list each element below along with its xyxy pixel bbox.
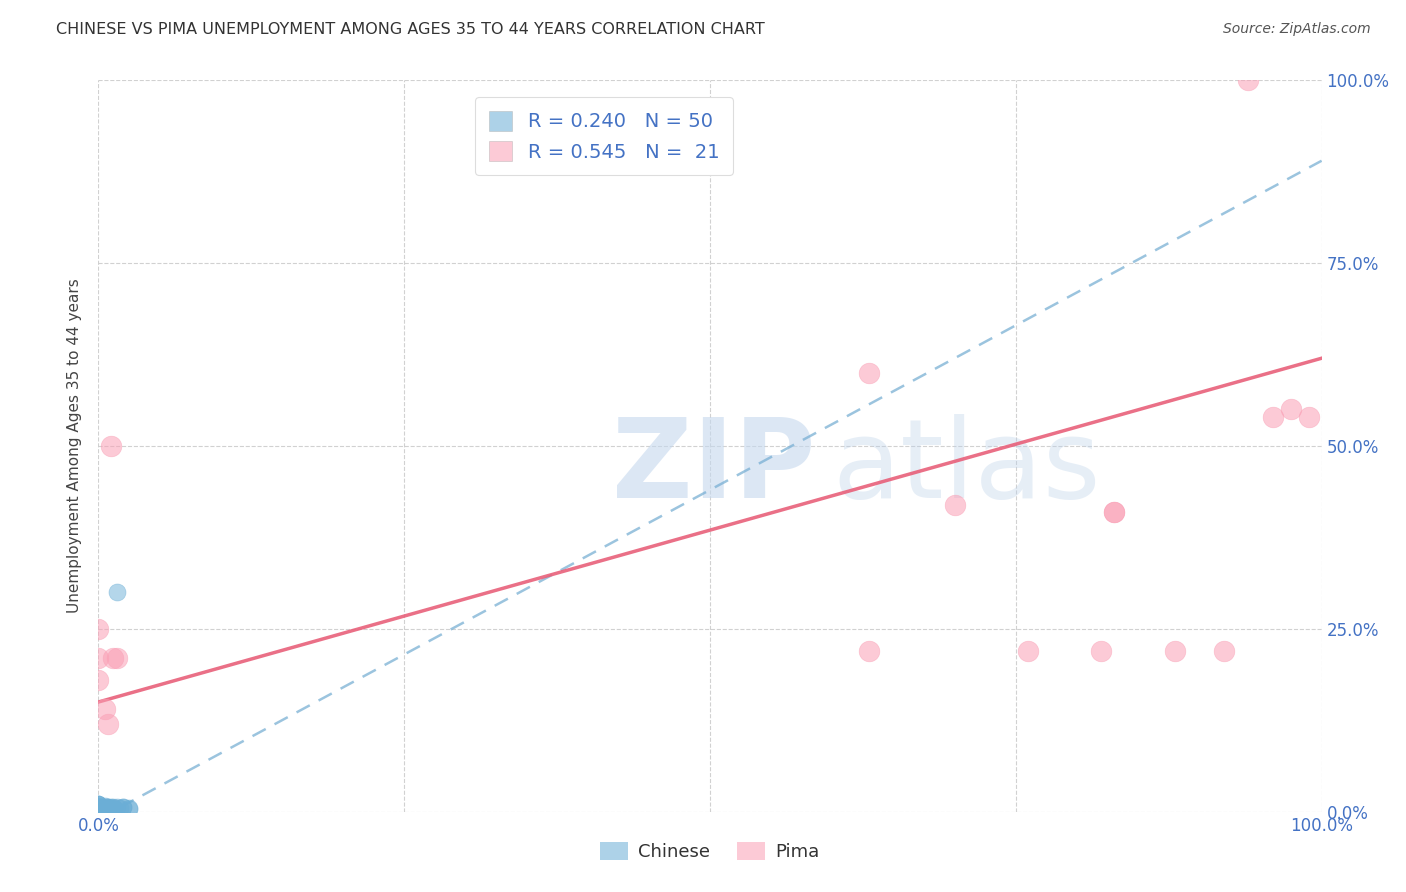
Point xyxy=(118,802,141,816)
Point xyxy=(1090,644,1112,658)
Point xyxy=(93,702,115,716)
Point xyxy=(111,800,134,814)
Point xyxy=(101,651,124,665)
Point xyxy=(1102,505,1125,519)
Point xyxy=(1102,505,1125,519)
Point xyxy=(94,801,117,815)
Point xyxy=(87,805,110,819)
Point xyxy=(87,797,110,812)
Point xyxy=(96,800,118,814)
Point xyxy=(110,801,132,815)
Point xyxy=(100,439,122,453)
Text: CHINESE VS PIMA UNEMPLOYMENT AMONG AGES 35 TO 44 YEARS CORRELATION CHART: CHINESE VS PIMA UNEMPLOYMENT AMONG AGES … xyxy=(56,22,765,37)
Point xyxy=(96,802,118,816)
Point xyxy=(1164,644,1187,658)
Point xyxy=(87,805,110,819)
Legend: Chinese, Pima: Chinese, Pima xyxy=(593,835,827,869)
Point xyxy=(87,798,110,813)
Point xyxy=(97,799,120,814)
Point xyxy=(1279,402,1302,417)
Point xyxy=(87,800,110,814)
Point xyxy=(858,644,880,658)
Point xyxy=(87,805,110,819)
Point xyxy=(87,805,110,819)
Point xyxy=(87,651,110,665)
Point xyxy=(87,803,110,817)
Point xyxy=(100,800,122,814)
Text: atlas: atlas xyxy=(832,415,1101,522)
Point xyxy=(87,797,110,812)
Point xyxy=(943,498,966,512)
Point xyxy=(87,805,110,819)
Point xyxy=(87,805,110,819)
Point xyxy=(1261,409,1284,424)
Point xyxy=(105,585,128,599)
Point xyxy=(858,366,880,380)
Point xyxy=(93,801,115,815)
Point xyxy=(93,798,115,813)
Point xyxy=(101,799,124,814)
Point xyxy=(87,805,110,819)
Point xyxy=(97,717,120,731)
Text: Source: ZipAtlas.com: Source: ZipAtlas.com xyxy=(1223,22,1371,37)
Text: ZIP: ZIP xyxy=(612,415,815,522)
Point xyxy=(87,805,110,819)
Point xyxy=(87,797,110,812)
Point xyxy=(87,805,110,819)
Point xyxy=(100,801,122,815)
Point xyxy=(87,805,110,819)
Point xyxy=(87,802,110,816)
Point xyxy=(1212,644,1234,658)
Point xyxy=(87,799,110,814)
Point xyxy=(98,803,121,817)
Point xyxy=(103,801,125,815)
Point xyxy=(87,622,110,636)
Point xyxy=(1237,73,1260,87)
Point xyxy=(87,805,110,819)
Point xyxy=(91,803,114,817)
Point xyxy=(87,805,110,819)
Point xyxy=(87,805,110,819)
Point xyxy=(1298,409,1320,424)
Point xyxy=(118,801,141,815)
Point xyxy=(91,802,114,816)
Point xyxy=(87,805,110,819)
Point xyxy=(111,799,134,814)
Point xyxy=(87,803,110,817)
Point xyxy=(87,673,110,687)
Point xyxy=(87,805,110,819)
Point xyxy=(87,805,110,819)
Point xyxy=(87,805,110,819)
Point xyxy=(87,805,110,819)
Point xyxy=(105,800,128,814)
Point xyxy=(1017,644,1039,658)
Point xyxy=(105,651,128,665)
Point xyxy=(87,801,110,815)
Y-axis label: Unemployment Among Ages 35 to 44 years: Unemployment Among Ages 35 to 44 years xyxy=(67,278,83,614)
Point xyxy=(87,805,110,819)
Point xyxy=(87,805,110,819)
